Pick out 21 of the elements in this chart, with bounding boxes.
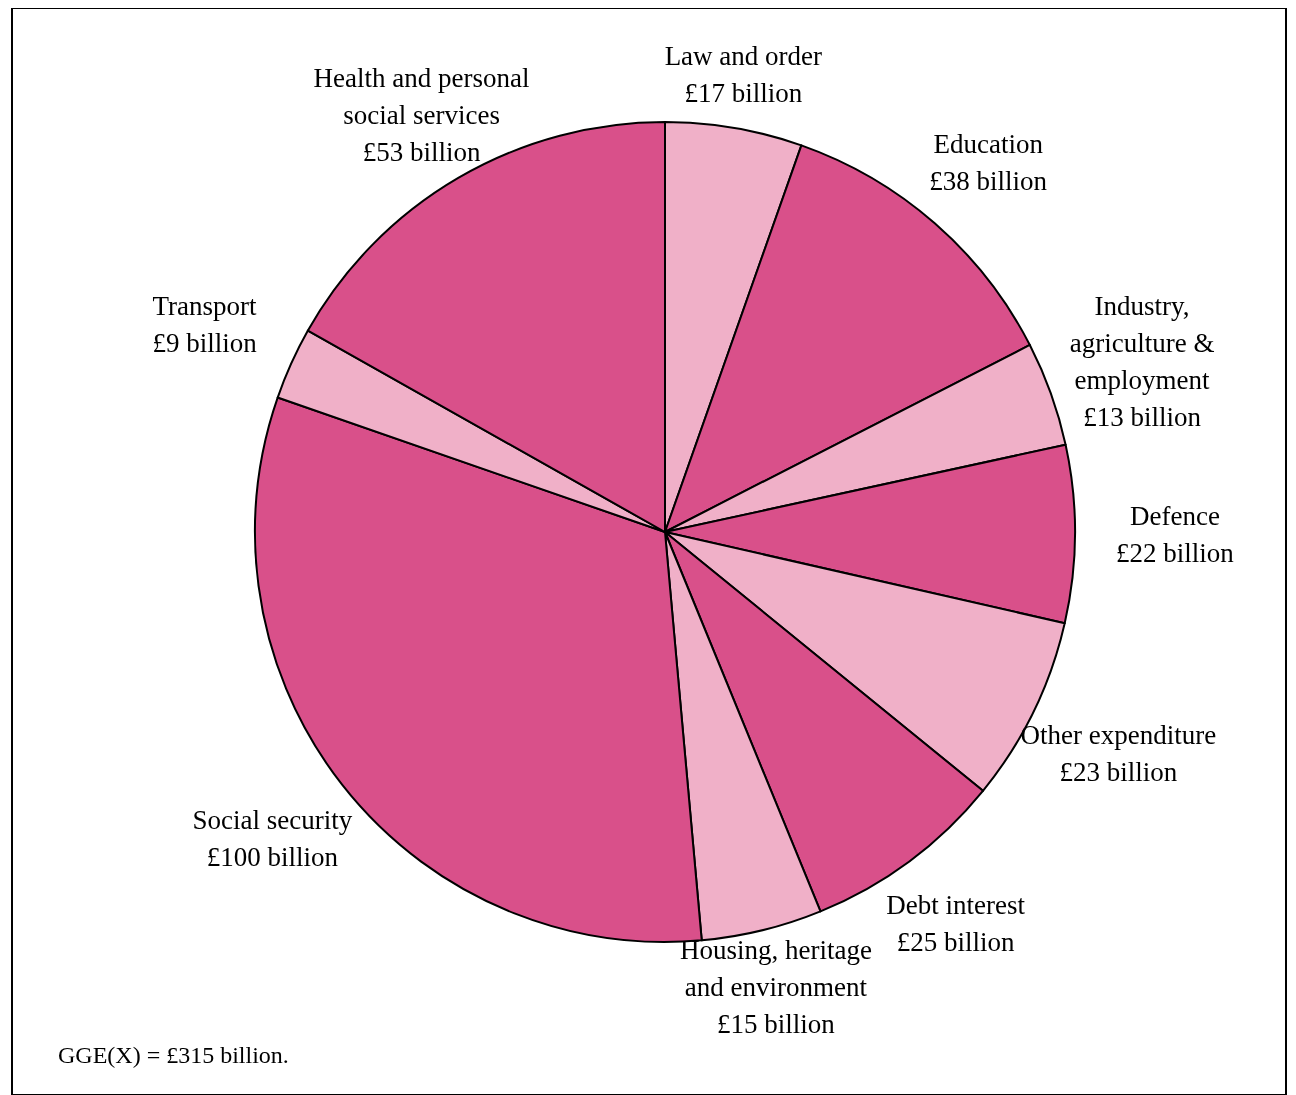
data-label: £23 billion bbox=[1059, 756, 1178, 787]
slice-label: Other expenditure bbox=[1020, 719, 1217, 750]
slice-label: Health and personal social services bbox=[313, 63, 530, 131]
data-label: £9 billion bbox=[152, 327, 258, 358]
data-label: £17 billion bbox=[684, 77, 803, 108]
slice-label: Transport bbox=[152, 290, 258, 321]
slice-label: Education bbox=[933, 128, 1044, 159]
data-label: £38 billion bbox=[929, 165, 1048, 196]
data-label: £25 billion bbox=[896, 927, 1015, 958]
data-label: £22 billion bbox=[1116, 538, 1235, 569]
data-label: £15 billion bbox=[717, 1008, 836, 1039]
slice-label: Industry, agriculture & employment bbox=[1069, 290, 1215, 395]
slice-label: Housing, heritage and environment bbox=[679, 934, 872, 1002]
slice-label: Social security bbox=[192, 805, 353, 836]
slice-label: Law and order bbox=[664, 40, 823, 71]
slice-label: Debt interest bbox=[886, 890, 1026, 921]
text: GGE(X) = £315 billion. bbox=[58, 1042, 289, 1068]
data-label: £13 billion bbox=[1083, 401, 1202, 432]
data-label: £100 billion bbox=[206, 842, 339, 873]
data-label: £53 billion bbox=[362, 137, 481, 168]
slice-label: Defence bbox=[1130, 501, 1220, 532]
